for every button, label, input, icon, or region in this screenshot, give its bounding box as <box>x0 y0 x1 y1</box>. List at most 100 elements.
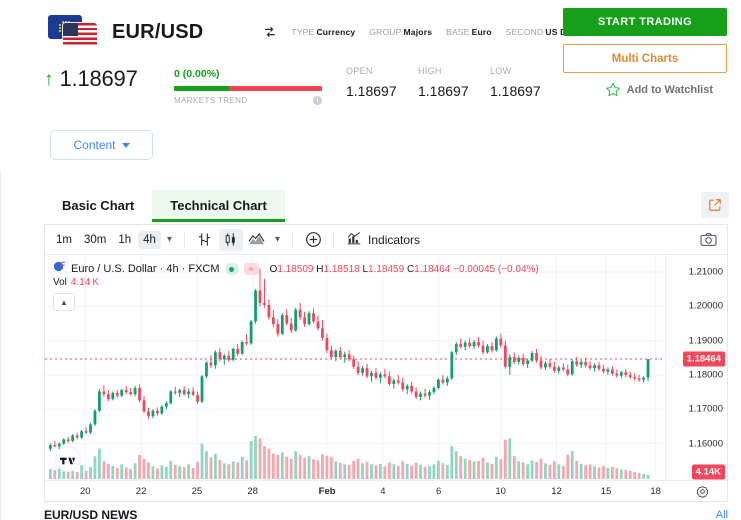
toolbar-divider-3 <box>333 231 335 248</box>
meta-type: TYPE Currency <box>291 27 355 37</box>
stat-open-label: OPEN <box>346 66 373 76</box>
camera-icon[interactable] <box>695 229 721 251</box>
chart-toolbar: 1m 30m 1h 4h ▾ ▾ <box>45 225 727 255</box>
volume-legend: Vol 4.14 K <box>53 277 99 288</box>
time-axis[interactable]: 20 22 25 28 Feb 4 6 10 12 15 18 <box>45 480 727 502</box>
news-all-link[interactable]: All <box>715 509 728 520</box>
time-axis-label: 12 <box>551 486 562 497</box>
time-axis-label: Feb <box>318 486 336 497</box>
market-open-dot-icon <box>224 263 239 275</box>
volume-badge: 4.14K <box>691 464 725 480</box>
expand-chart-button[interactable] <box>701 192 729 218</box>
time-axis-label: 28 <box>247 486 258 497</box>
meta-second-key: SECOND <box>505 27 544 37</box>
instrument-meta: TYPE Currency GROUP Majors BASE Euro SECOND… <box>263 25 585 39</box>
stat-high: HIGH 1.18697 <box>418 66 490 99</box>
arrow-up-icon: ↑ <box>44 68 54 90</box>
meta-group-key: GROUP <box>369 27 402 37</box>
legend-c-value: 1.18464 <box>414 263 451 275</box>
collapse-pane-button[interactable]: ▲ <box>53 293 75 311</box>
timeframe-more-chevron-down-icon[interactable]: ▾ <box>166 234 172 245</box>
time-axis-label: 18 <box>650 486 661 497</box>
stat-high-label: HIGH <box>418 66 442 76</box>
page-title: EUR/USD <box>112 20 204 43</box>
markets-trend: 0 (0.00%) MARKETS TREND i <box>174 66 322 105</box>
meta-type-value: Currency <box>316 27 356 37</box>
content-dropdown-label: Content <box>73 138 116 152</box>
stat-low: LOW 1.18697 <box>490 66 562 99</box>
chart-panel: 1m 30m 1h 4h ▾ ▾ <box>44 224 728 502</box>
timeframe-4h[interactable]: 4h <box>138 230 161 249</box>
legend-h-key: H <box>316 263 324 275</box>
currency-pair-flags <box>48 13 104 51</box>
start-trading-button[interactable]: START TRADING <box>563 8 727 36</box>
tradingview-logo-icon <box>55 446 81 472</box>
markets-trend-bar <box>174 86 322 91</box>
timeframe-1h[interactable]: 1h <box>113 231 136 249</box>
price-axis-label: 1.20000 <box>688 300 723 312</box>
toolbar-divider <box>183 231 185 248</box>
current-price-block: ↑ 1.18697 <box>44 66 174 92</box>
tab-technical-chart[interactable]: Technical Chart <box>152 190 285 222</box>
candlestick-icon[interactable] <box>218 228 243 251</box>
price-axis-label: 1.16000 <box>688 438 723 450</box>
stat-low-label: LOW <box>490 66 512 76</box>
info-icon[interactable]: i <box>313 96 322 105</box>
meta-base: BASE Euro <box>446 27 492 37</box>
current-price-badge: 1.18464 <box>682 351 725 367</box>
indicators-label: Indicators <box>368 232 421 247</box>
timeframe-1m[interactable]: 1m <box>51 231 77 249</box>
stat-open-value: 1.18697 <box>346 83 397 99</box>
approx-icon: ≈ <box>243 263 259 275</box>
us-flag-icon <box>63 23 97 47</box>
chart-legend: Euro / U.S. Dollar · 4h · FXCM ≈ O1.1850… <box>53 260 539 278</box>
add-to-watchlist-button[interactable]: Add to Watchlist <box>605 82 713 98</box>
time-axis-label: 6 <box>436 486 442 497</box>
price-change: 0 (0.00%) <box>174 68 220 80</box>
area-chart-icon[interactable] <box>245 229 269 251</box>
bar-chart-icon[interactable] <box>193 229 217 251</box>
time-axis-label: 22 <box>135 486 147 497</box>
meta-group-value: Majors <box>403 27 433 37</box>
stat-open: OPEN 1.18697 <box>346 66 418 99</box>
indicators-icon <box>346 231 362 249</box>
news-section: EUR/USD NEWS All <box>44 508 728 520</box>
time-axis-label: 20 <box>80 486 91 497</box>
timeframe-30m[interactable]: 30m <box>79 231 111 249</box>
time-axis-label: 25 <box>191 486 203 497</box>
instrument-header: EUR/USD TYPE Currency GROUP Majors BASE Eur… <box>0 0 741 118</box>
legend-h-value: 1.18518 <box>323 263 360 275</box>
meta-base-key: BASE <box>446 27 470 37</box>
time-axis-label: 15 <box>600 486 612 497</box>
symbol-logo-icon <box>53 260 66 278</box>
swap-icon[interactable] <box>263 25 277 39</box>
tab-basic-chart[interactable]: Basic Chart <box>44 190 153 222</box>
plus-circle-icon[interactable] <box>301 229 325 251</box>
volume-label: Vol <box>53 277 67 288</box>
chart-tabs: Basic Chart Technical Chart <box>44 190 285 222</box>
content-dropdown[interactable]: Content <box>50 130 153 160</box>
price-axis-label: 1.17000 <box>688 403 723 415</box>
chart-type-more-chevron-down-icon[interactable]: ▾ <box>274 234 281 245</box>
indicators-button[interactable]: Indicators <box>342 229 424 251</box>
toolbar-divider-2 <box>292 231 294 248</box>
meta-group: GROUP Majors <box>369 27 432 37</box>
meta-type-key: TYPE <box>291 27 315 37</box>
gear-icon[interactable] <box>696 485 709 499</box>
price-plot[interactable] <box>45 255 665 480</box>
chart-body[interactable]: Euro / U.S. Dollar · 4h · FXCM ≈ O1.1850… <box>45 255 727 502</box>
left-divider <box>0 170 1 520</box>
legend-l-key: L <box>362 263 368 275</box>
legend-c-key: C <box>406 263 415 275</box>
news-title: EUR/USD NEWS <box>44 508 138 520</box>
stat-low-value: 1.18697 <box>490 83 541 99</box>
ohlc-stats: OPEN 1.18697 HIGH 1.18697 LOW 1.18697 <box>346 66 562 99</box>
legend-ohlc: O1.18509 H1.18518 L1.18459 C1.18464 −0.0… <box>270 264 539 275</box>
markets-trend-footer: MARKETS TREND i <box>174 96 322 105</box>
legend-o-key: O <box>269 263 278 275</box>
price-axis[interactable]: 1.21000 1.20000 1.19000 1.18000 1.17000 1.160… <box>665 255 727 480</box>
stat-high-value: 1.18697 <box>418 83 469 99</box>
symbol-row: EUR/USD TYPE Currency GROUP Majors BASE Eur… <box>0 10 741 54</box>
multi-charts-button[interactable]: Multi Charts <box>563 44 727 73</box>
